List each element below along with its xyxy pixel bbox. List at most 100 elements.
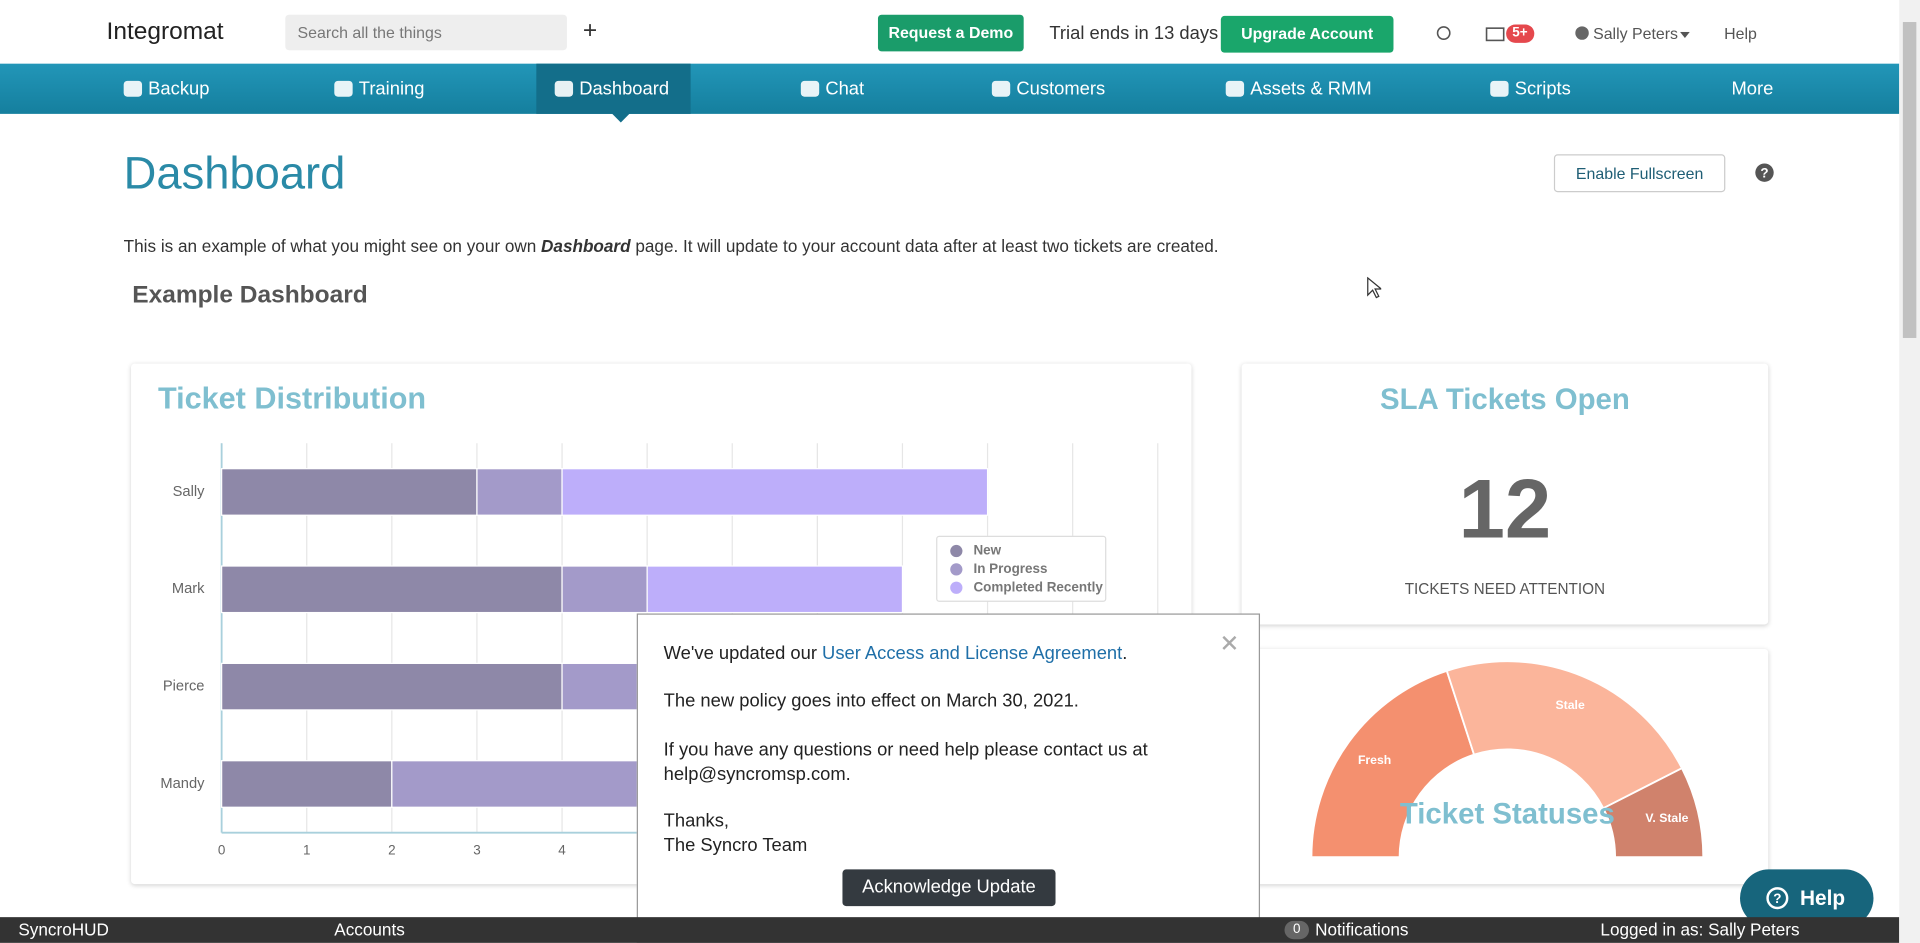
bar-segment bbox=[221, 662, 563, 711]
header: Integromat Search all the things + Reque… bbox=[0, 0, 1900, 64]
slice-label: V. Stale bbox=[1645, 811, 1688, 825]
bar-segment bbox=[221, 565, 563, 614]
legend-marker bbox=[950, 563, 963, 576]
nav-item[interactable]: Customers bbox=[1016, 78, 1106, 100]
user-menu[interactable]: Sally Peters bbox=[1593, 24, 1679, 43]
nav-item[interactable]: Scripts bbox=[1514, 78, 1571, 100]
legend-box bbox=[936, 535, 1107, 602]
modal-close[interactable] bbox=[1221, 634, 1238, 651]
user-icon bbox=[1575, 26, 1589, 40]
y-tick-label: Pierce bbox=[163, 679, 205, 695]
bar-segment bbox=[221, 468, 478, 516]
intro-emphasis: Dashboard bbox=[541, 236, 631, 256]
sla-value: 12 bbox=[1458, 462, 1552, 556]
modal-text: If you have any questions or need help p… bbox=[663, 739, 1148, 785]
acknowledge-button[interactable]: Acknowledge Update bbox=[842, 869, 1056, 907]
search-box[interactable]: Search all the things bbox=[285, 14, 567, 51]
trial-text: Trial ends in 13 days bbox=[1049, 23, 1219, 45]
scrollbar-thumb[interactable] bbox=[1902, 22, 1917, 338]
slice-label: Fresh bbox=[1358, 753, 1391, 767]
nav-icon bbox=[1490, 80, 1509, 97]
page-title: Dashboard bbox=[123, 148, 346, 199]
bar-segment bbox=[646, 565, 904, 614]
nav-icon bbox=[334, 80, 353, 97]
chart-title: Ticket Statuses bbox=[1400, 797, 1615, 830]
nav-item[interactable]: Chat bbox=[825, 78, 865, 100]
enable-fullscreen[interactable]: Enable Fullscreen bbox=[1553, 154, 1726, 193]
svg-text:?: ? bbox=[1773, 891, 1781, 906]
sla-label: TICKETS NEED ATTENTION bbox=[1404, 580, 1606, 598]
help-icon[interactable]: ? bbox=[1755, 163, 1775, 183]
nav-icon bbox=[800, 80, 820, 97]
modal-line: We've updated our User Access and Licens… bbox=[664, 643, 1128, 664]
footer-accounts[interactable]: Accounts bbox=[334, 919, 405, 940]
request-demo[interactable]: Request a Demo bbox=[877, 14, 1024, 52]
legend-label: Completed Recently bbox=[973, 579, 1103, 594]
active-pointer bbox=[611, 112, 631, 123]
intro: This is an example of what you might see… bbox=[124, 236, 1219, 256]
nav-item[interactable]: Training bbox=[358, 78, 425, 100]
pie-slice bbox=[1310, 669, 1476, 859]
chart-title: Ticket Distribution bbox=[158, 382, 426, 416]
legend-label: New bbox=[973, 543, 1001, 558]
bar-segment bbox=[476, 468, 563, 516]
navbar: Backup Training Dashboard Chat Customers Asse… bbox=[0, 63, 1900, 123]
scrollbar[interactable] bbox=[1899, 0, 1920, 943]
footer: SyncroHUD Accounts 0 Notifications Logge… bbox=[0, 917, 1900, 943]
caret bbox=[1680, 31, 1690, 38]
pie-slice bbox=[1445, 660, 1684, 810]
legend-marker bbox=[950, 544, 963, 558]
section-title: Example Dashboard bbox=[132, 281, 368, 309]
help-link[interactable]: Help bbox=[1724, 24, 1757, 43]
notification-count: 0 bbox=[1284, 920, 1309, 940]
nav-icon bbox=[123, 80, 143, 97]
modal-text: The Syncro Team bbox=[663, 835, 808, 856]
search-placeholder: Search all the things bbox=[297, 23, 442, 42]
x-tick-label: 4 bbox=[558, 843, 566, 858]
nav-item[interactable]: Dashboard bbox=[579, 78, 670, 100]
bar-segment bbox=[221, 760, 393, 808]
chat-icon[interactable] bbox=[1435, 26, 1452, 43]
modal-text: Thanks, bbox=[663, 810, 730, 832]
sla-title: SLA Tickets Open bbox=[1379, 383, 1630, 417]
x-tick-label: 0 bbox=[218, 843, 225, 858]
help-widget-label: Help bbox=[1800, 886, 1846, 910]
add-button[interactable]: + bbox=[582, 17, 598, 45]
footer-notifications[interactable]: Notifications bbox=[1315, 919, 1409, 940]
nav-item[interactable]: Assets & RMM bbox=[1250, 78, 1372, 100]
bar-segment bbox=[561, 468, 989, 516]
nav-icon bbox=[991, 80, 1011, 97]
y-tick-label: Sally bbox=[173, 484, 205, 500]
help-widget-icon: ? bbox=[1766, 887, 1789, 910]
nav-item[interactable]: More bbox=[1731, 78, 1774, 100]
x-tick-label: 3 bbox=[473, 843, 480, 858]
pie-slice bbox=[1602, 766, 1705, 859]
modal-text: We've updated our bbox=[663, 642, 823, 664]
news-icon[interactable] bbox=[1485, 27, 1505, 42]
y-tick-label: Mandy bbox=[160, 776, 205, 792]
legend-marker bbox=[950, 581, 963, 594]
brand[interactable]: Integromat bbox=[106, 18, 224, 46]
bar-segment bbox=[561, 565, 648, 614]
x-tick-label: 1 bbox=[303, 843, 310, 858]
intro-text: This is an example of what you might see… bbox=[123, 236, 542, 256]
sla-card: SLA Tickets Open 12 TICKETS NEED ATTENTI… bbox=[1241, 363, 1769, 625]
intro-text: page. It will update to your account dat… bbox=[630, 236, 1219, 256]
modal-text: . bbox=[1122, 642, 1128, 664]
nav-icon bbox=[554, 80, 574, 97]
modal-text: The new policy goes into effect on March… bbox=[663, 690, 1079, 712]
modal: We've updated our User Access and Licens… bbox=[636, 613, 1261, 943]
footer-hud[interactable]: SyncroHUD bbox=[18, 919, 109, 940]
upgrade-account[interactable]: Upgrade Account bbox=[1220, 15, 1394, 53]
legend-label: In Progress bbox=[973, 561, 1047, 576]
svg-text:?: ? bbox=[1760, 165, 1768, 180]
x-tick-label: 2 bbox=[388, 843, 395, 858]
license-link[interactable]: User Access and License Agreement bbox=[822, 642, 1123, 664]
bar-segment bbox=[391, 760, 648, 808]
help-widget[interactable]: ? Help bbox=[1740, 869, 1874, 927]
nav-item[interactable]: Backup bbox=[148, 78, 210, 100]
nav-icon bbox=[1225, 80, 1245, 97]
y-tick-label: Mark bbox=[172, 581, 205, 597]
